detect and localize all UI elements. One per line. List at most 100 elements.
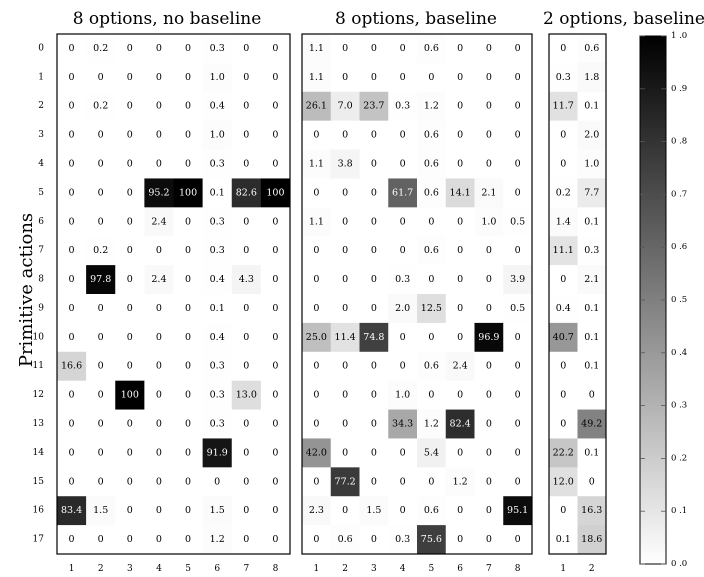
heatmap-cell	[302, 62, 332, 93]
heatmap-cell	[388, 265, 418, 295]
cell-value-label: 0	[272, 101, 278, 112]
y-tick-label: 13	[33, 419, 45, 429]
heatmap-cell	[144, 294, 174, 324]
cell-value-label: 0	[243, 476, 249, 487]
cell-value-label: 1.1	[309, 72, 324, 83]
colorbar-tick-label: 1 .0	[671, 31, 687, 41]
heatmap-cell	[144, 438, 174, 468]
cell-value-label: 0	[342, 303, 348, 314]
heatmap-cell	[260, 294, 291, 324]
heatmap-cell	[144, 467, 174, 497]
cell-value-label: 0	[457, 303, 463, 314]
cell-value-label: 0	[98, 390, 104, 401]
cell-value-label: 1.0	[210, 130, 225, 141]
cell-value-label: 0	[515, 419, 521, 430]
heatmap-cell	[86, 496, 116, 526]
heatmap-cell	[57, 236, 87, 266]
cell-value-label: 0	[371, 245, 377, 256]
heatmap-cell	[231, 62, 262, 93]
cell-value-label: 0	[400, 447, 406, 458]
heatmap-cell	[202, 351, 233, 381]
cell-value-label: 0	[243, 505, 249, 516]
heatmap-cell	[330, 120, 360, 150]
panel-frame	[548, 33, 607, 555]
heatmap-cell	[231, 380, 262, 410]
cell-value-label: 0	[127, 419, 133, 430]
y-tick-label: 6	[38, 217, 44, 227]
heatmap-cell	[115, 236, 145, 266]
cell-value-label: 0	[371, 72, 377, 83]
heatmap-cell	[417, 207, 447, 237]
heatmap-cell	[260, 496, 291, 526]
heatmap-cell	[503, 236, 533, 266]
cell-value-label: 0	[457, 390, 463, 401]
heatmap-cell	[577, 207, 607, 237]
heatmap-cell	[173, 322, 203, 353]
heatmap-cell	[330, 207, 360, 237]
heatmap-cell	[57, 207, 87, 237]
cell-value-label: 0	[185, 419, 191, 430]
cell-value-label: 0	[515, 245, 521, 256]
cell-value-label: 0	[272, 361, 278, 372]
cell-value-label: 13.0	[236, 390, 257, 401]
heatmap-cell	[388, 467, 418, 497]
heatmap-cell	[86, 294, 116, 324]
heatmap-cell	[231, 322, 262, 353]
cell-value-label: 0	[127, 534, 133, 545]
cell-value-label: 0	[342, 245, 348, 256]
x-tick-label: 1	[560, 564, 566, 574]
cell-value-label: 0	[185, 303, 191, 314]
cell-value-label: 0	[342, 274, 348, 285]
heatmap-cell	[445, 438, 475, 468]
heatmap-cell	[115, 149, 145, 179]
heatmap-cell	[474, 409, 504, 439]
cell-value-label: 0	[313, 274, 319, 285]
cell-value-label: 0	[371, 216, 377, 227]
cell-value-label: 0	[69, 216, 75, 227]
heatmap-cell	[417, 120, 447, 150]
cell-value-label: 11.1	[553, 245, 574, 256]
heatmap-cell	[503, 207, 533, 237]
cell-value-label: 1.2	[453, 476, 468, 487]
heatmap-cell	[115, 525, 145, 555]
heatmap-cell	[57, 409, 87, 439]
cell-value-label: 0.4	[556, 303, 571, 314]
cell-value-label: 0	[400, 361, 406, 372]
heatmap-cell	[549, 380, 578, 410]
cell-value-label: 1.2	[424, 419, 439, 430]
heatmap-cell	[445, 34, 475, 64]
cell-value-label: 0	[98, 72, 104, 83]
heatmap-cell	[86, 149, 116, 179]
y-axis-label: Primitive actions	[16, 213, 37, 367]
cell-value-label: 0.2	[93, 43, 108, 54]
heatmap-cell	[231, 438, 262, 468]
heatmap-cell	[549, 467, 578, 497]
cell-value-label: 0	[313, 390, 319, 401]
cell-value-label: 0	[69, 274, 75, 285]
heatmap-cell	[474, 438, 504, 468]
heatmap-cell	[86, 236, 116, 266]
heatmap-cell	[260, 351, 291, 381]
cell-value-label: 0	[243, 72, 249, 83]
cell-value-label: 0	[98, 303, 104, 314]
cell-value-label: 22.2	[553, 447, 574, 458]
cell-value-label: 0	[428, 390, 434, 401]
x-tick-label: 4	[400, 564, 406, 574]
cell-value-label: 1.0	[210, 72, 225, 83]
heatmap-cell	[202, 120, 233, 150]
cell-value-label: 23.7	[363, 101, 384, 112]
heatmap-cell	[359, 294, 389, 324]
panel-title-baseline-8: 8 options, baseline	[335, 9, 497, 29]
heatmap-cell	[57, 322, 87, 353]
heatmap-cell	[503, 265, 533, 295]
heatmap-cell	[577, 178, 607, 208]
cell-value-label: 74.8	[363, 332, 384, 343]
heatmap-cell	[549, 438, 578, 468]
cell-value-label: 0	[156, 447, 162, 458]
heatmap-cell	[417, 236, 447, 266]
heatmap-cell	[231, 409, 262, 439]
heatmap-cell	[202, 525, 233, 555]
cell-value-label: 0	[457, 332, 463, 343]
heatmap-cell	[173, 525, 203, 555]
